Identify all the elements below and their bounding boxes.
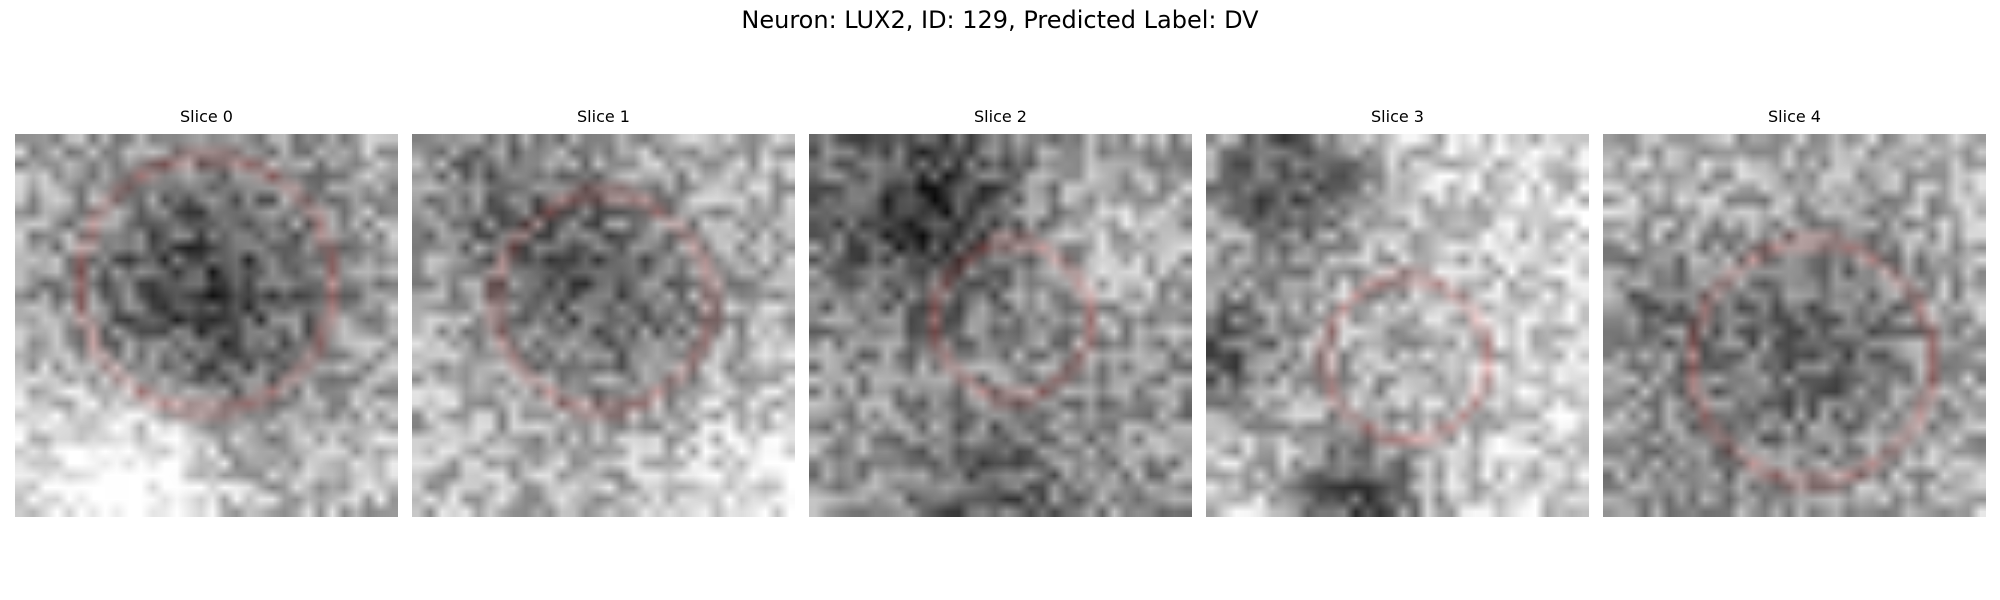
slice-image [15, 134, 398, 517]
figure-title: Neuron: LUX2, ID: 129, Predicted Label: … [741, 6, 1259, 34]
slice-image [1206, 134, 1589, 517]
slice-image [809, 134, 1192, 517]
panel-title: Slice 2 [974, 107, 1027, 126]
panel-title: Slice 3 [1371, 107, 1424, 126]
slice-image [412, 134, 795, 517]
slice-image [1603, 134, 1986, 517]
panel-title: Slice 0 [180, 107, 233, 126]
panel-title: Slice 1 [577, 107, 630, 126]
panel-title: Slice 4 [1768, 107, 1821, 126]
